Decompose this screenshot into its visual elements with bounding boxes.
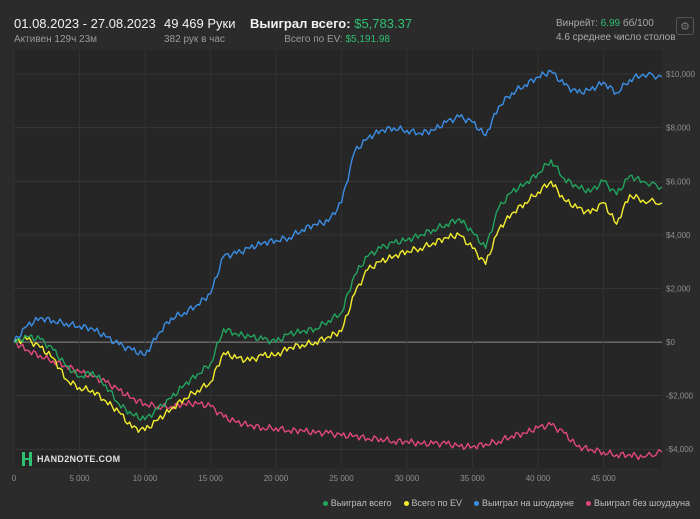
winrate-value: 6.99: [600, 18, 621, 29]
winrate-unit: бб/100: [622, 18, 654, 29]
legend-dot-icon: [322, 501, 328, 507]
series-line-0: [13, 159, 663, 421]
profit-chart: -$4,000 -$2,000 $0 $2,000 $4,000 $6,000 $8,000…: [12, 50, 695, 483]
winrate-block: Винрейт: 6.99 бб/100 4.6 среднее число с…: [556, 18, 676, 43]
hands-block: 49 469 Руки 382 рук в час: [164, 16, 236, 45]
x-tick-label: 25 000: [329, 474, 354, 483]
legend-item-1[interactable]: Всего по EV: [403, 498, 463, 508]
y-tick-label: $10,000: [666, 70, 695, 79]
x-tick-label: 35 000: [460, 474, 485, 483]
y-tick-label: $2,000: [666, 284, 691, 293]
y-tick-label: -$2,000: [666, 392, 694, 401]
won-value: $5,783.37: [354, 16, 413, 31]
legend-dot-icon: [403, 501, 409, 507]
x-tick-label: 45 000: [591, 474, 616, 483]
avg-tables: 4.6 среднее число столов: [556, 32, 676, 43]
y-tick-label: -$4,000: [666, 445, 694, 454]
legend-dot-icon: [586, 501, 591, 507]
series-line-3: [13, 340, 663, 461]
x-tick-label: 10 000: [133, 474, 158, 483]
ev-value: $5,191.98: [345, 34, 391, 45]
stats-header: 01.08.2023 - 27.08.2023 Активен 129ч 23м…: [0, 0, 700, 50]
brand-logo: HAND2NOTE.COM: [22, 452, 120, 466]
plot-background: [14, 50, 662, 468]
won-block: Выиграл всего: $5,783.37 Всего по EV: $5…: [250, 16, 412, 45]
won-label: Выиграл всего:: [250, 16, 351, 31]
logo-icon: [22, 452, 32, 466]
logo-text: HAND2NOTE.COM: [37, 454, 121, 464]
y-tick-label: $4,000: [666, 231, 691, 240]
chart-legend: Выиграл всего Всего по EV Выиграл на шоуда…: [322, 498, 690, 508]
x-tick-label: 20 000: [264, 474, 289, 483]
date-block: 01.08.2023 - 27.08.2023 Активен 129ч 23м: [14, 16, 156, 45]
hands-per-hour: 382 рук в час: [164, 34, 225, 45]
ev-label: Всего по EV:: [284, 34, 343, 45]
series-line-2: [13, 69, 663, 357]
y-tick-label: $8,000: [666, 124, 691, 133]
chart-area: -$4,000 -$2,000 $0 $2,000 $4,000 $6,000 $8,000…: [0, 50, 700, 514]
series-line-1: [13, 180, 663, 433]
date-range[interactable]: 01.08.2023 - 27.08.2023: [14, 16, 156, 31]
gear-icon[interactable]: ⚙: [676, 17, 694, 35]
legend-label: Всего по EV: [411, 498, 463, 508]
legend-dot-icon: [474, 501, 480, 507]
hands-count: 49 469 Руки: [164, 16, 236, 31]
legend-label: Выиграл на шоудауне: [482, 498, 574, 508]
x-tick-label: 0: [12, 474, 17, 483]
legend-item-0[interactable]: Выиграл всего: [322, 498, 392, 508]
legend-item-3[interactable]: Выиграл без шоудауна: [586, 498, 690, 508]
legend-label: Выиграл всего: [330, 498, 392, 508]
y-tick-label: $0: [666, 338, 675, 347]
winrate-label: Винрейт:: [556, 18, 598, 29]
x-tick-label: 40 000: [526, 474, 551, 483]
active-time: Активен 129ч 23м: [14, 34, 98, 45]
x-tick-label: 5 000: [69, 474, 90, 483]
y-tick-label: $6,000: [666, 177, 691, 186]
x-tick-label: 30 000: [395, 474, 420, 483]
legend-item-2[interactable]: Выиграл на шоудауне: [474, 498, 574, 508]
x-tick-label: 15 000: [198, 474, 223, 483]
legend-label: Выиграл без шоудауна: [594, 498, 690, 508]
